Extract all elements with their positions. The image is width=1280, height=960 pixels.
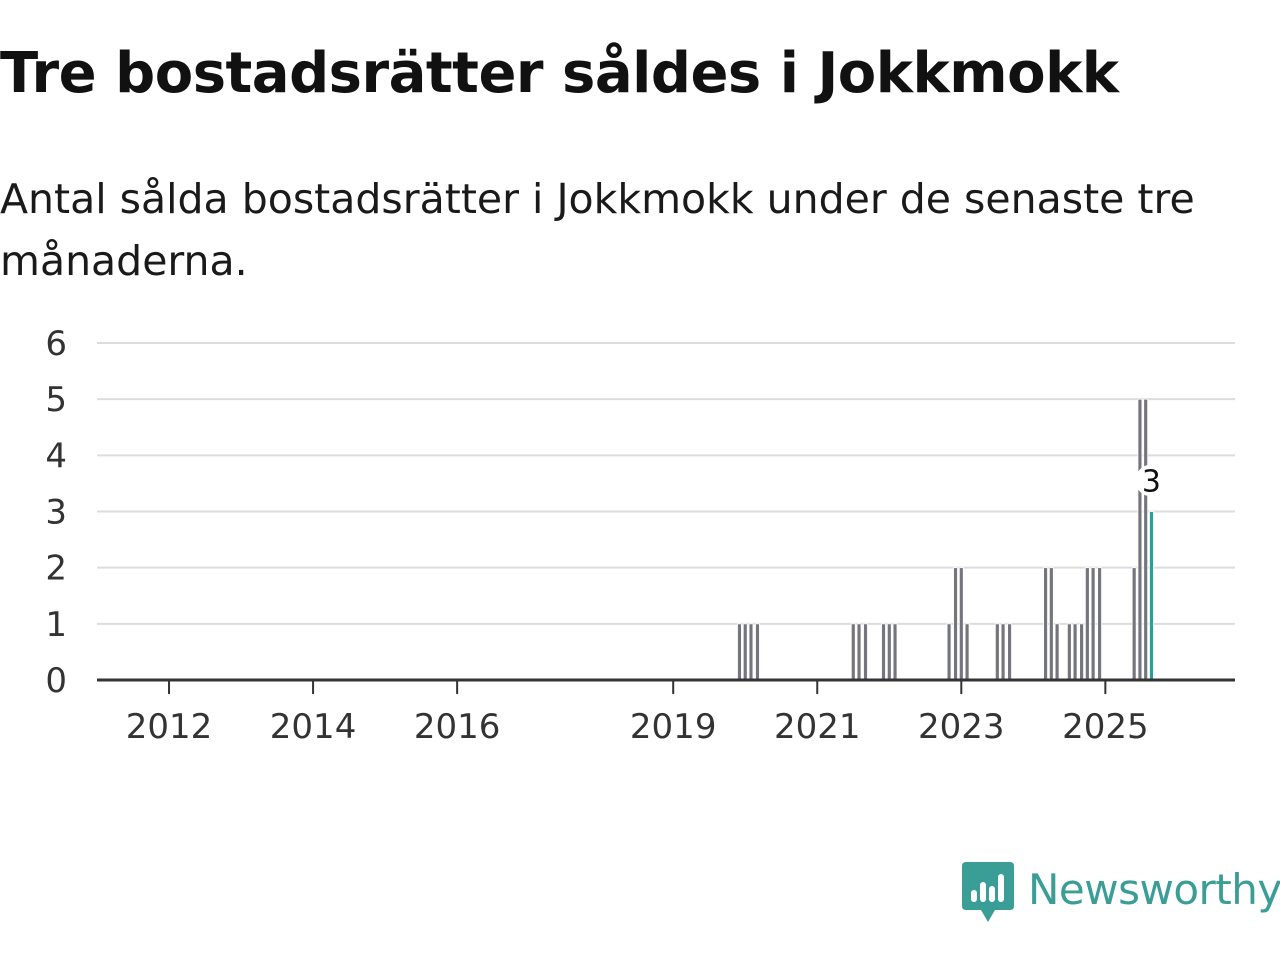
bar <box>1072 623 1078 681</box>
bar <box>748 623 754 681</box>
bar <box>863 623 868 681</box>
bar <box>886 623 892 681</box>
bar <box>742 623 748 681</box>
x-tick-label: 2025 <box>1062 707 1149 747</box>
x-tick-label: 2021 <box>774 707 861 747</box>
bar-highlight <box>1149 511 1154 681</box>
bar <box>1090 567 1096 681</box>
bar <box>737 623 742 681</box>
bar <box>1131 567 1137 681</box>
newsworthy-logo-icon <box>962 862 1014 922</box>
bar <box>1000 623 1006 681</box>
y-tick-label: 5 <box>45 380 67 420</box>
bar <box>1143 398 1149 681</box>
bar <box>892 623 898 681</box>
chart-title: Tre bostadsrätter såldes i Jokkmokk <box>0 41 1119 106</box>
bar <box>958 567 964 681</box>
bar-chart: 0 1 2 3 4 5 6 2012 2014 2016 2019 2021 2023 2025 3 <box>45 324 1235 747</box>
bars <box>737 398 1154 681</box>
bar <box>755 623 760 681</box>
y-tick-label: 4 <box>45 436 67 476</box>
axes: 0 1 2 3 4 5 6 2012 2014 2016 2019 2021 2023 2025 <box>45 324 1235 747</box>
data-label: 3 <box>1142 465 1161 500</box>
bar <box>953 567 958 681</box>
bar <box>964 623 970 681</box>
y-tick-label: 0 <box>45 661 67 701</box>
chart-subtitle: Antal sålda bostadsrätter i Jokkmokk und… <box>0 175 1195 285</box>
brand-name: Newsworthy <box>1028 865 1280 914</box>
x-tick-label: 2016 <box>414 707 501 747</box>
bar <box>946 623 952 681</box>
bar <box>850 623 856 681</box>
y-tick-label: 6 <box>45 324 67 364</box>
bar <box>1007 623 1012 681</box>
y-tick-label: 3 <box>45 493 67 533</box>
bar <box>1084 567 1090 681</box>
x-tick-label: 2023 <box>918 707 1005 747</box>
bar <box>1079 623 1084 681</box>
bar <box>856 623 862 681</box>
gridlines <box>97 342 1235 625</box>
y-tick-label: 2 <box>45 549 67 589</box>
y-tick-label: 1 <box>45 605 67 645</box>
bar <box>1137 398 1143 681</box>
x-tick-label: 2012 <box>126 707 213 747</box>
x-tick-label: 2014 <box>270 707 357 747</box>
data-labels: 3 <box>1135 464 1168 500</box>
bar <box>1043 567 1048 681</box>
bar <box>881 623 886 681</box>
x-tick-label: 2019 <box>630 707 717 747</box>
data-label-background <box>1135 464 1168 497</box>
bar <box>1054 623 1060 681</box>
brand-logo: Newsworthy <box>962 862 1280 928</box>
bar <box>994 623 1000 681</box>
bar <box>1048 567 1054 681</box>
bar <box>1097 567 1102 681</box>
bar <box>1066 623 1072 681</box>
